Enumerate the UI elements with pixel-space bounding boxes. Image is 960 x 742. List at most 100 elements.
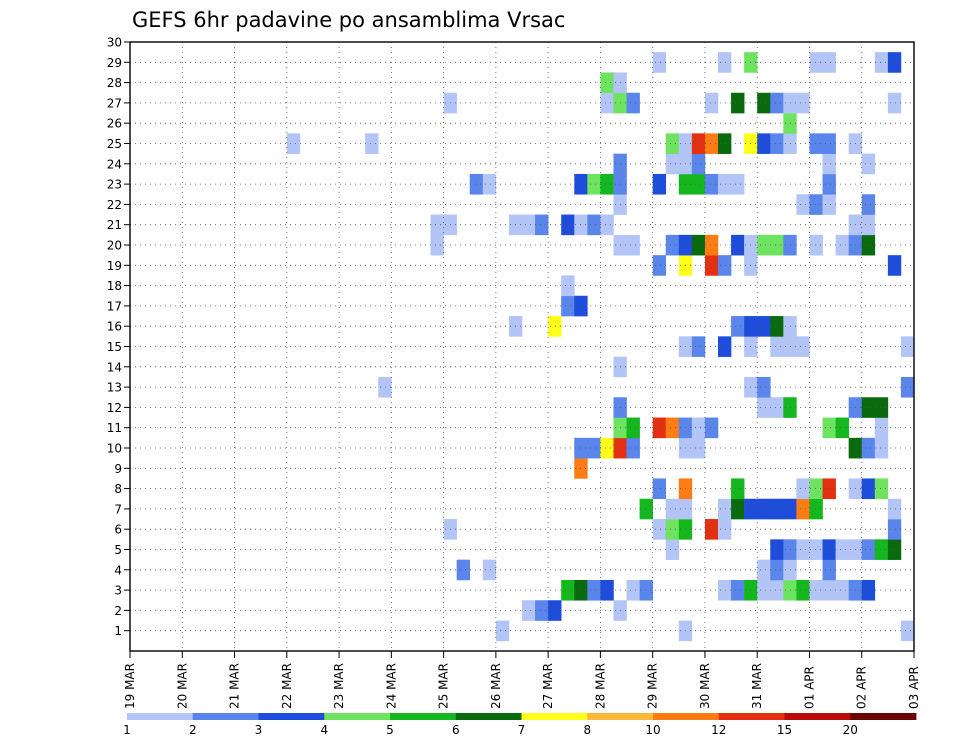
legend-swatch-2 xyxy=(258,713,325,720)
legend-swatch-1 xyxy=(192,713,259,720)
ytick-label-2: 2 xyxy=(114,604,122,618)
legend-label-6: 7 xyxy=(518,723,526,737)
ytick-label-9: 9 xyxy=(114,462,122,476)
cell-m10-s49 xyxy=(587,437,601,459)
cell-m5-s72 xyxy=(887,539,902,560)
ytick-label-19: 19 xyxy=(107,259,122,273)
cell-m23-s40 xyxy=(469,173,484,195)
ytick-label-16: 16 xyxy=(107,320,122,334)
cell-m16-s62 xyxy=(757,316,771,337)
ytick-label-10: 10 xyxy=(107,442,122,456)
cell-m7-s53 xyxy=(639,498,653,520)
cell-m27-s60 xyxy=(731,92,745,114)
cell-m29-s72 xyxy=(887,52,902,73)
cell-m3-s68 xyxy=(835,579,849,601)
cell-m2-s46 xyxy=(548,600,562,621)
cell-m3-s52 xyxy=(626,579,640,601)
cell-m1-s42 xyxy=(495,620,510,642)
cell-m2-s44 xyxy=(522,600,536,621)
ytick-label-27: 27 xyxy=(107,96,122,110)
ytick-label-5: 5 xyxy=(114,543,122,557)
cell-m4-s41 xyxy=(482,559,497,581)
cell-m10-s57 xyxy=(691,437,706,459)
cell-m25-s59 xyxy=(718,133,732,154)
cell-m2-s45 xyxy=(535,600,549,621)
cell-m11-s54 xyxy=(652,417,667,439)
cell-m29-s67 xyxy=(822,52,836,73)
xtick-label-8: 27 MAR xyxy=(541,663,555,709)
cell-m4-s39 xyxy=(456,559,471,581)
xtick-label-1: 20 MAR xyxy=(175,663,189,709)
legend-label-0: 1 xyxy=(123,723,131,737)
cell-m20-s63 xyxy=(770,234,784,256)
cell-layer xyxy=(286,52,915,642)
cell-m22-s67 xyxy=(822,194,836,215)
ytick-label-4: 4 xyxy=(114,563,122,577)
cell-m5-s67 xyxy=(822,539,836,560)
cell-m15-s63 xyxy=(770,336,784,357)
cell-m23-s54 xyxy=(652,173,667,195)
xtick-label-15: 03 APR xyxy=(907,666,921,709)
ytick-label-12: 12 xyxy=(107,401,122,415)
cell-m20-s60 xyxy=(731,234,745,256)
cell-m25-s32 xyxy=(365,133,379,154)
cell-m20-s66 xyxy=(809,234,823,256)
cell-m7-s55 xyxy=(665,498,680,520)
cell-m3-s65 xyxy=(796,579,810,601)
cell-m10-s70 xyxy=(861,437,876,459)
cell-m5-s68 xyxy=(835,539,849,560)
cell-m7-s62 xyxy=(757,498,771,520)
ytick-label-17: 17 xyxy=(107,299,122,313)
cell-m8-s54 xyxy=(652,478,667,500)
ytick-label-28: 28 xyxy=(107,76,122,90)
cell-m27-s65 xyxy=(796,92,810,114)
cell-m7-s66 xyxy=(809,498,823,520)
cell-m12-s71 xyxy=(874,397,889,418)
cell-m27-s50 xyxy=(600,92,614,114)
cell-m8-s71 xyxy=(874,478,889,500)
cell-m11-s52 xyxy=(626,417,640,439)
legend-label-1: 2 xyxy=(189,723,197,737)
ytick-label-30: 30 xyxy=(107,36,122,50)
cell-m8-s70 xyxy=(861,478,876,500)
cell-m5-s71 xyxy=(874,539,889,560)
ytick-label-21: 21 xyxy=(107,218,122,232)
cell-m19-s59 xyxy=(718,255,732,276)
cell-m11-s57 xyxy=(691,417,706,439)
legend-label-5: 6 xyxy=(452,723,460,737)
xtick-label-7: 26 MAR xyxy=(489,663,503,709)
legend-swatch-10 xyxy=(784,713,851,720)
xtick-label-11: 30 MAR xyxy=(698,663,712,709)
xtick-label-6: 25 MAR xyxy=(437,663,451,709)
ytick-label-25: 25 xyxy=(107,137,122,151)
cell-m15-s57 xyxy=(691,336,706,357)
cell-m29-s66 xyxy=(809,52,823,73)
cell-m3-s50 xyxy=(600,579,614,601)
cell-m19-s54 xyxy=(652,255,667,276)
cell-m6-s59 xyxy=(718,519,732,540)
cell-m27-s62 xyxy=(757,92,771,114)
xtick-label-2: 21 MAR xyxy=(228,663,242,709)
cell-m6-s58 xyxy=(704,519,719,540)
cell-m29-s71 xyxy=(874,52,889,73)
cell-m21-s37 xyxy=(430,214,444,236)
cell-m1-s73 xyxy=(900,620,915,642)
cell-m11-s55 xyxy=(665,417,680,439)
cell-m25-s66 xyxy=(809,133,823,154)
cell-m20-s52 xyxy=(626,234,640,256)
cell-m10-s50 xyxy=(600,437,614,459)
cell-m25-s63 xyxy=(770,133,784,154)
cell-m19-s72 xyxy=(887,255,902,276)
cell-m6-s72 xyxy=(887,519,902,540)
cell-m10-s52 xyxy=(626,437,640,459)
cell-m22-s65 xyxy=(796,194,810,215)
cell-m7-s72 xyxy=(887,498,902,520)
cell-m21-s45 xyxy=(535,214,549,236)
cell-m3-s53 xyxy=(639,579,653,601)
legend-label-11: 20 xyxy=(843,723,858,737)
cell-m23-s58 xyxy=(704,173,719,195)
cell-m8-s67 xyxy=(822,478,836,500)
cell-m11-s58 xyxy=(704,417,719,439)
cell-m20-s68 xyxy=(835,234,849,256)
